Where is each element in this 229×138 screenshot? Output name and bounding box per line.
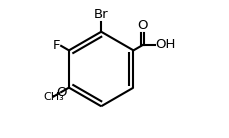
- Text: F: F: [52, 39, 60, 52]
- Text: O: O: [56, 86, 66, 99]
- Text: Br: Br: [93, 8, 108, 21]
- Text: O: O: [137, 19, 147, 32]
- Text: OH: OH: [155, 38, 175, 51]
- Text: CH₃: CH₃: [43, 92, 63, 102]
